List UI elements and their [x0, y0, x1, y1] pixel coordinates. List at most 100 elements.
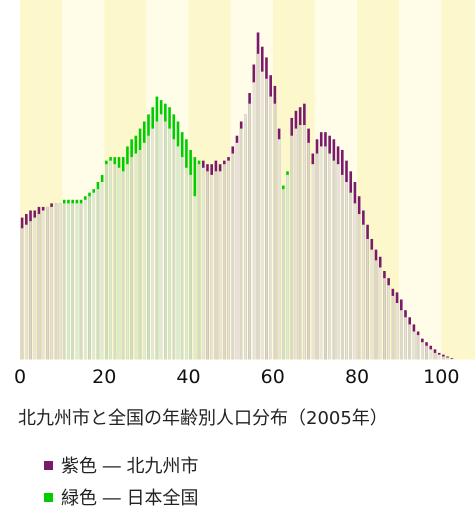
bar-overlap [197, 164, 201, 360]
bar-overlap [383, 278, 386, 360]
bar-overlap [62, 203, 66, 360]
bar-overlap [273, 103, 277, 361]
bar-overlap [100, 182, 104, 360]
population-chart: 0 20 40 60 80 100 [14, 0, 475, 388]
bar-overlap [121, 171, 125, 360]
bar-overlap [37, 214, 41, 360]
bar-overlap [277, 139, 281, 360]
bar-overlap [349, 192, 353, 360]
bar-overlap [282, 189, 285, 360]
x-tick-label: 80 [345, 366, 369, 388]
bar-overlap [130, 157, 133, 360]
bar-overlap [117, 167, 121, 360]
bar-overlap [416, 335, 420, 360]
bar-overlap [408, 324, 412, 360]
bar-overlap [151, 128, 155, 360]
bar-overlap [210, 174, 213, 360]
bar-overlap [345, 182, 348, 360]
bar-overlap [223, 164, 226, 360]
bar-overlap [218, 171, 222, 360]
bar-overlap [252, 82, 256, 360]
bar-overlap [336, 164, 340, 360]
x-tick-label: 60 [261, 366, 285, 388]
bar-overlap [193, 196, 197, 360]
bar-overlap [96, 189, 100, 360]
bar-overlap [33, 217, 37, 360]
bar-overlap [79, 203, 83, 360]
bar-overlap [442, 356, 445, 360]
bar-overlap [109, 160, 112, 360]
legend-item-japan: 緑色 ― 日本全国 [44, 484, 198, 510]
bar-overlap [231, 153, 235, 360]
bar-overlap [362, 224, 365, 360]
bar-overlap [105, 164, 108, 360]
bar-overlap [332, 160, 336, 360]
background-band [399, 0, 442, 360]
bar-overlap [290, 135, 294, 360]
x-tick-label: 0 [14, 366, 26, 388]
bar-overlap [412, 331, 416, 360]
legend-label-japan: 緑色 ― 日本全国 [61, 488, 199, 509]
x-axis: 0 20 40 60 80 100 [14, 359, 475, 388]
bar-overlap [168, 128, 171, 360]
bar-overlap [176, 146, 180, 360]
bar-overlap [138, 149, 142, 360]
bar-overlap [214, 171, 218, 360]
legend-item-kitakyushu: 紫色 ― 北九州市 [44, 452, 198, 478]
bar-overlap [260, 71, 264, 360]
bar-overlap [83, 199, 87, 360]
bar-overlap [75, 203, 79, 360]
bar-overlap [374, 260, 378, 360]
bar-overlap [164, 121, 167, 360]
bar-overlap [180, 157, 184, 360]
bar-overlap [324, 146, 327, 360]
bar-overlap [446, 357, 449, 360]
legend-label-kitakyushu: 紫色 ― 北九州市 [61, 456, 199, 477]
bar-overlap [239, 128, 243, 360]
chart-svg: 0 20 40 60 80 100 [14, 0, 475, 388]
bar-overlap [269, 96, 272, 360]
bar-overlap [248, 103, 251, 361]
bar-overlap [340, 174, 344, 360]
bar-overlap [159, 114, 163, 360]
bar-overlap [206, 171, 209, 360]
bar-overlap [433, 352, 437, 360]
bars-group [20, 32, 454, 361]
bar-overlap [307, 142, 310, 360]
bar-overlap [450, 358, 454, 360]
bar-overlap [303, 125, 306, 360]
bar-overlap [20, 228, 24, 360]
bar-overlap [113, 164, 117, 360]
bar-overlap [185, 167, 188, 360]
x-tick-label: 40 [176, 366, 200, 388]
bar-overlap [142, 142, 146, 360]
bar-overlap [395, 303, 399, 360]
bar-overlap [155, 121, 159, 360]
bar-overlap [357, 214, 361, 360]
bar-overlap [421, 342, 424, 360]
bar-overlap [92, 192, 96, 360]
bar-overlap [315, 153, 319, 360]
bar-overlap [172, 139, 176, 360]
bar-overlap [437, 354, 441, 360]
background-band [441, 0, 475, 360]
bar-overlap [189, 174, 192, 360]
bar-overlap [294, 128, 298, 360]
bar-overlap [378, 267, 382, 360]
bar-overlap [387, 285, 390, 360]
bar-overlap [46, 206, 49, 360]
bar-overlap [54, 203, 58, 360]
bar-overlap [319, 146, 323, 360]
bar-overlap [404, 317, 407, 360]
x-tick-label: 100 [423, 366, 459, 388]
bar-overlap [425, 345, 428, 360]
bar-overlap [286, 174, 289, 360]
bar-overlap [399, 310, 403, 360]
bar-overlap [71, 203, 74, 360]
bar-overlap [429, 349, 433, 360]
bar-overlap [88, 196, 91, 360]
bar-overlap [50, 206, 53, 360]
bar-overlap [256, 53, 260, 361]
bar-overlap [311, 164, 315, 360]
chart-title: 北九州市と全国の年齢別人口分布（2005年） [18, 408, 388, 429]
